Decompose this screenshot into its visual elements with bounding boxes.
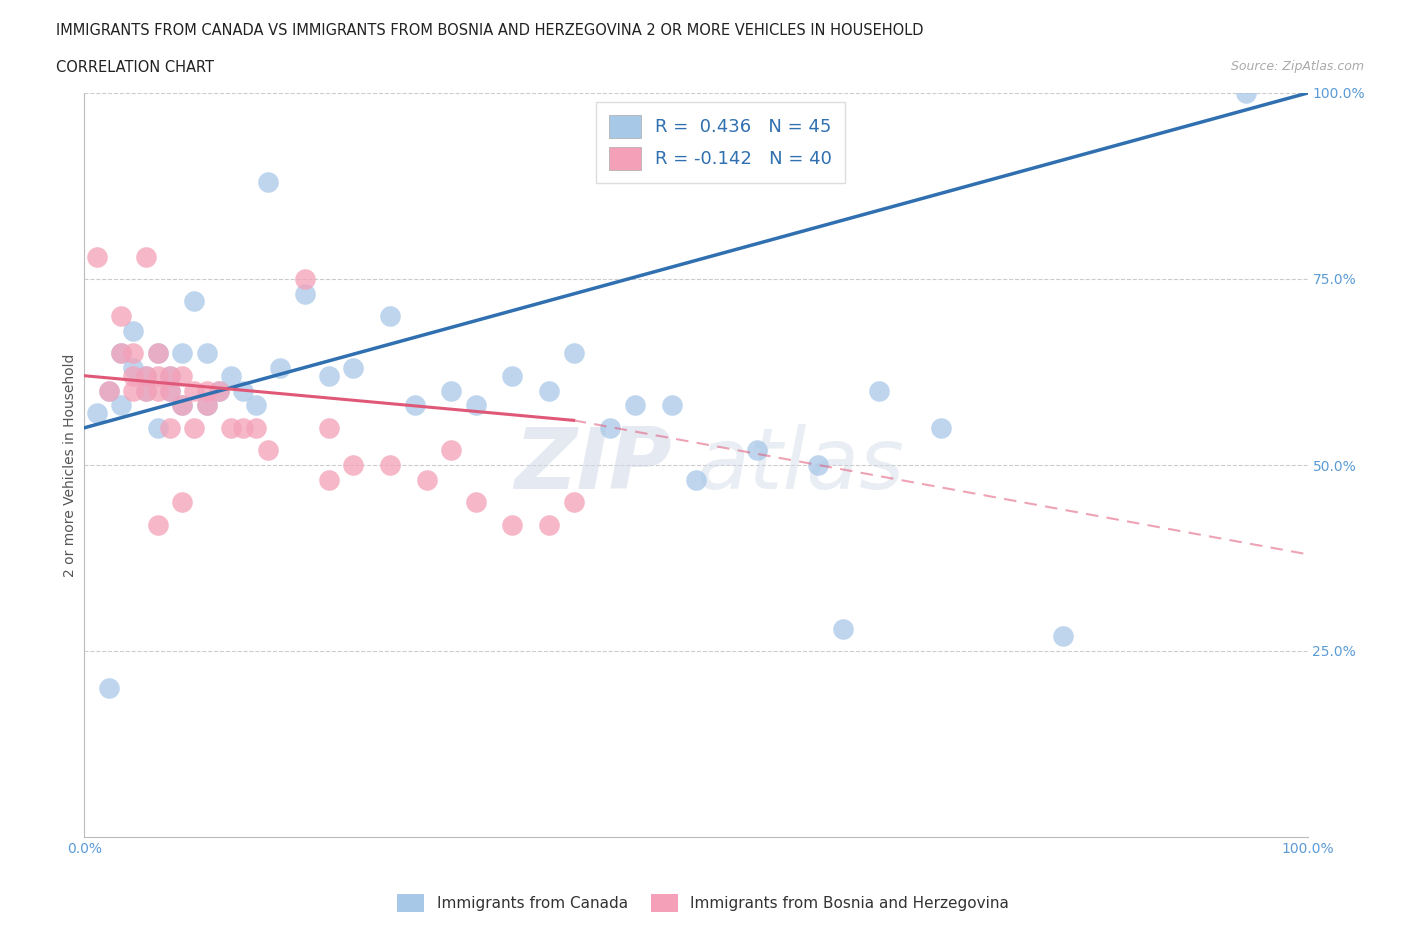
Point [110, 398, 132, 413]
Point [501, 368, 523, 383]
Legend: R =  0.436   N = 45, R = -0.142   N = 40: R = 0.436 N = 45, R = -0.142 N = 40 [596, 102, 845, 182]
Point [599, 420, 621, 435]
Point [146, 420, 169, 435]
Point [318, 368, 340, 383]
Point [807, 458, 830, 472]
Point [146, 368, 169, 383]
Point [135, 383, 157, 398]
Point [624, 398, 647, 413]
Point [929, 420, 952, 435]
Point [110, 346, 132, 361]
Point [747, 443, 769, 458]
Point [146, 383, 169, 398]
Point [342, 361, 364, 376]
Legend: Immigrants from Canada, Immigrants from Bosnia and Herzegovina: Immigrants from Canada, Immigrants from … [391, 888, 1015, 918]
Point [122, 368, 145, 383]
Point [464, 398, 486, 413]
Point [172, 346, 194, 361]
Point [342, 458, 364, 472]
Point [257, 443, 280, 458]
Point [195, 383, 218, 398]
Point [122, 361, 145, 376]
Point [146, 517, 169, 532]
Point [146, 346, 169, 361]
Point [110, 346, 132, 361]
Point [86, 249, 108, 264]
Point [183, 383, 205, 398]
Point [440, 443, 463, 458]
Point [404, 398, 426, 413]
Point [172, 398, 194, 413]
Point [97, 383, 120, 398]
Point [172, 495, 194, 510]
Text: atlas: atlas [696, 423, 904, 507]
Text: Source: ZipAtlas.com: Source: ZipAtlas.com [1230, 60, 1364, 73]
Point [1234, 86, 1257, 100]
Point [464, 495, 486, 510]
Y-axis label: 2 or more Vehicles in Household: 2 or more Vehicles in Household [63, 353, 77, 577]
Point [195, 398, 218, 413]
Point [380, 458, 402, 472]
Point [219, 368, 242, 383]
Point [172, 368, 194, 383]
Point [135, 368, 157, 383]
Point [122, 324, 145, 339]
Point [661, 398, 683, 413]
Point [172, 398, 194, 413]
Point [195, 346, 218, 361]
Point [183, 420, 205, 435]
Point [380, 309, 402, 324]
Point [269, 361, 291, 376]
Point [135, 249, 157, 264]
Point [562, 346, 585, 361]
Point [501, 517, 523, 532]
Point [86, 405, 108, 420]
Point [245, 420, 267, 435]
Point [110, 309, 132, 324]
Point [318, 472, 340, 487]
Point [159, 420, 181, 435]
Point [245, 398, 267, 413]
Point [440, 383, 463, 398]
Point [416, 472, 439, 487]
Text: CORRELATION CHART: CORRELATION CHART [56, 60, 214, 75]
Point [159, 368, 181, 383]
Point [294, 286, 316, 301]
Point [831, 621, 853, 636]
Point [122, 346, 145, 361]
Point [97, 681, 120, 696]
Point [208, 383, 231, 398]
Text: ZIP: ZIP [513, 423, 672, 507]
Point [135, 368, 157, 383]
Point [97, 383, 120, 398]
Point [219, 420, 242, 435]
Point [122, 383, 145, 398]
Point [318, 420, 340, 435]
Point [183, 294, 205, 309]
Point [1052, 629, 1074, 644]
Point [294, 272, 316, 286]
Point [195, 398, 218, 413]
Text: IMMIGRANTS FROM CANADA VS IMMIGRANTS FROM BOSNIA AND HERZEGOVINA 2 OR MORE VEHIC: IMMIGRANTS FROM CANADA VS IMMIGRANTS FRO… [56, 23, 924, 38]
Point [538, 517, 561, 532]
Point [562, 495, 585, 510]
Point [208, 383, 231, 398]
Point [257, 175, 280, 190]
Point [538, 383, 561, 398]
Point [159, 383, 181, 398]
Point [232, 383, 254, 398]
Point [869, 383, 891, 398]
Point [159, 383, 181, 398]
Point [159, 368, 181, 383]
Point [685, 472, 707, 487]
Point [146, 346, 169, 361]
Point [232, 420, 254, 435]
Point [135, 383, 157, 398]
